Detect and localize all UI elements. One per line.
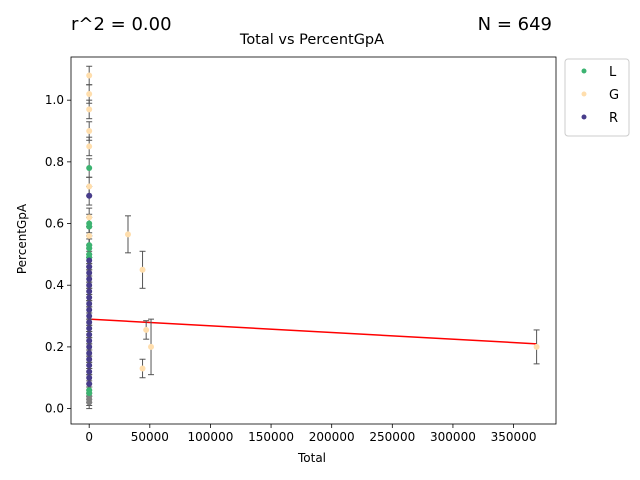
legend-marker-L [581,68,587,74]
plot-area [71,57,556,424]
data-point-R [86,350,93,357]
y-tick-label: 0.4 [45,278,64,292]
y-tick-label: 0.0 [45,402,64,416]
x-tick-label: 300000 [430,430,476,444]
x-tick-label: 250000 [369,430,415,444]
data-point-G [139,266,146,273]
data-point-R [86,356,93,363]
y-tick-label: 1.0 [45,93,64,107]
y-tick-label: 0.6 [45,217,64,231]
data-point-R [86,300,93,307]
r2-annotation: r^2 = 0.00 [71,14,172,35]
data-point-L [86,165,93,172]
data-point-G [148,343,155,350]
data-point-R [86,269,93,276]
data-point-R [86,276,93,283]
data-point-R [86,263,93,270]
data-point-G [86,72,93,79]
y-axis-label: PercentGpA [15,203,29,274]
plot-frame [70,56,557,425]
data-point-G [139,365,146,372]
data-point-R [86,288,93,295]
data-point-L [86,245,93,252]
data-point-G [86,143,93,150]
legend-label-G: G [609,88,619,103]
data-point-R [86,319,93,326]
data-point-G [533,343,540,350]
data-point-R [86,282,93,289]
y-tick-label: 0.8 [45,155,64,169]
data-point-R [86,313,93,320]
data-point-R [86,343,93,350]
data-point-R [86,362,93,369]
legend-box [564,58,630,137]
y-tick-label: 0.2 [45,340,64,354]
data-point-R [86,374,93,381]
data-point-R [86,192,93,199]
x-tick-label: 200000 [309,430,355,444]
data-point-G [86,128,93,135]
data-point-R [86,294,93,301]
data-point-R [86,257,93,264]
data-point-G [86,232,93,239]
x-tick-label: 0 [85,430,93,444]
x-tick-label: 50000 [131,430,169,444]
data-point-R [86,368,93,375]
legend: LGR [564,58,630,137]
x-tick-label: 350000 [491,430,537,444]
chart-title: Total vs PercentGpA [239,32,384,48]
data-point [86,399,93,406]
data-point-L [86,223,93,230]
data-point-G [86,106,93,113]
data-point-G [143,326,150,333]
data-point-L [86,390,93,397]
x-tick-label: 150000 [248,430,294,444]
data-point-R [86,306,93,313]
legend-label-L: L [609,65,617,80]
data-point-R [86,331,93,338]
data-point-G [86,183,93,190]
data-point-R [86,337,93,344]
x-axis-label: Total [297,451,326,465]
data-point-R [86,325,93,332]
data-point-G [124,231,131,238]
legend-label-R: R [609,111,618,126]
data-point-R [86,380,93,387]
regression-line [89,318,537,345]
x-tick-label: 100000 [188,430,234,444]
data-point-G [86,214,93,221]
n-annotation: N = 649 [478,14,552,35]
legend-marker-G [581,91,587,97]
data-point-G [86,91,93,98]
legend-marker-R [581,114,587,120]
